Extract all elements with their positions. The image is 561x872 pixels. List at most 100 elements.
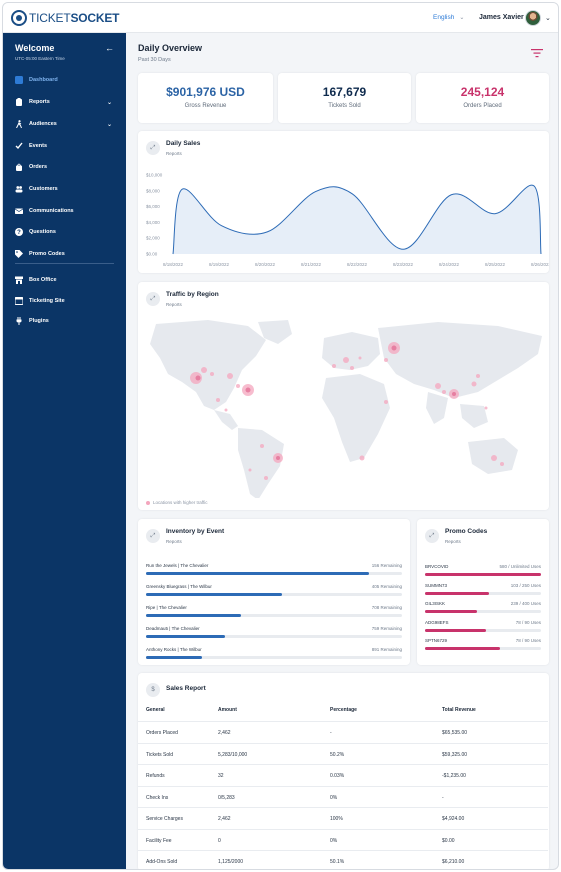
inventory-bar-fill (146, 572, 369, 575)
y-tick-label: $2,000 (146, 236, 160, 241)
inventory-bar-track (146, 572, 402, 575)
x-tick-label: 8/20/2022 (255, 262, 276, 267)
card-subtitle: Reports (166, 539, 182, 544)
sidebar-welcome: Welcome (15, 43, 55, 53)
expand-icon[interactable]: ⤢ (146, 141, 160, 155)
sidebar-item-questions[interactable]: ? Questions (3, 223, 126, 241)
chevron-down-icon[interactable]: ⌄ (106, 121, 112, 128)
promo-usage: 239 / 400 Uses (510, 601, 541, 606)
remaining-count: 759 Remaining (371, 626, 402, 631)
chevron-down-icon[interactable]: ⌄ (545, 15, 551, 22)
inventory-bar-track (146, 593, 402, 596)
sidebar-item-plugins[interactable]: Plugins (3, 312, 126, 330)
table-cell: 0% (330, 837, 338, 844)
event-name: Greensky Bluegrass | The Wilbur (146, 584, 212, 589)
promo-bar-fill (425, 591, 489, 595)
kpi-value: 245,124 (460, 85, 505, 99)
sidebar-item-ticketing-site[interactable]: Ticketing Site (3, 292, 126, 310)
inventory-bar-fill (146, 593, 282, 596)
sidebar: Welcome UTC-05:00 Eastern Time ← Dashboa… (3, 33, 126, 869)
promo-bar-fill (425, 573, 541, 576)
dashboard-icon (15, 76, 23, 84)
store-icon (15, 276, 23, 284)
user-name[interactable]: James Xavier (479, 14, 524, 21)
sidebar-item-label: Questions (29, 229, 56, 235)
inventory-card: ⤢ Inventory by Event Reports Run the Jew… (138, 519, 410, 665)
sidebar-item-events[interactable]: Events (3, 137, 126, 155)
sidebar-item-reports[interactable]: Reports ⌄ (3, 93, 126, 111)
inventory-bar-fill (146, 614, 241, 617)
promo-bar-track (425, 591, 541, 595)
sales-line (172, 184, 542, 255)
table-cell: - (330, 730, 332, 736)
chevron-down-icon[interactable]: ⌄ (106, 99, 112, 106)
kpi-value: 167,679 (322, 85, 367, 99)
sidebar-divider (15, 263, 114, 264)
sidebar-item-audiences[interactable]: Audiences ⌄ (3, 115, 126, 133)
event-name: Ripe | The Chevalier (146, 605, 187, 610)
table-row: Facility Fee 0 0% $0.00 (138, 828, 548, 851)
promo-usage: 580 / Unlimited Uses (499, 564, 541, 569)
language-label: English (433, 14, 455, 21)
table-cell: Orders Placed (146, 730, 178, 736)
sidebar-item-box-office[interactable]: Box Office (3, 271, 126, 289)
avatar[interactable] (525, 10, 541, 26)
expand-icon[interactable]: ⤢ (146, 292, 160, 306)
table-cell: 2,462 (218, 816, 231, 822)
sidebar-item-promo-codes[interactable]: Promo Codes (3, 245, 126, 263)
inventory-bar-fill (146, 635, 226, 638)
calendar-icon (15, 142, 23, 150)
table-cell: Facility Fee (146, 837, 172, 844)
inventory-bar-fill (146, 656, 203, 659)
sidebar-item-label: Box Office (29, 277, 57, 283)
expand-icon[interactable]: ⤢ (146, 529, 160, 543)
table-cell: -$1,235.00 (442, 773, 466, 779)
expand-icon[interactable]: ⤢ (425, 529, 439, 543)
language-selector[interactable]: English ⌄ (433, 14, 464, 21)
table-cell: $4,924.00 (442, 816, 465, 822)
kpi-card-orders-placed: 245,124 Orders Placed (416, 73, 549, 123)
sidebar-item-orders[interactable]: Orders (3, 158, 126, 176)
sidebar-timezone: UTC-05:00 Eastern Time (15, 56, 65, 61)
sidebar-item-label: Communications (29, 208, 74, 214)
table-cell: Add-Ons Sold (146, 859, 178, 865)
remaining-count: 708 Remaining (371, 605, 402, 610)
table-cell: Check Ins (146, 794, 169, 801)
ticketsocket-logo[interactable]: TICKETSOCKET (11, 10, 119, 26)
sidebar-item-dashboard[interactable]: Dashboard (3, 71, 126, 89)
sidebar-item-customers[interactable]: Customers (3, 180, 126, 198)
x-tick-label: 8/21/2022 (301, 262, 322, 267)
collapse-sidebar-arrow-icon[interactable]: ← (105, 43, 114, 53)
promo-code: GIL3ISKK (425, 601, 446, 606)
table-cell: 50.1% (330, 859, 345, 865)
promo-code: SPTN6729 (425, 638, 448, 643)
table-cell: 32 (218, 773, 224, 779)
card-title: Sales Report (166, 685, 206, 692)
sidebar-item-label: Ticketing Site (29, 298, 65, 304)
sidebar-item-label: Orders (29, 164, 48, 170)
world-map (150, 320, 542, 498)
column-header: Percentage (330, 707, 357, 713)
table-row: Service Charges 2,462 100% $4,924.00 (138, 807, 548, 829)
promo-bar-track (425, 610, 541, 613)
filter-icon[interactable] (531, 48, 543, 58)
main-content: Daily Overview Past 30 Days $901,976 USD… (126, 33, 558, 869)
sidebar-item-label: Events (29, 143, 48, 149)
promo-codes-card: ⤢ Promo Codes Reports BRVCOVID 580 / Unli… (417, 519, 549, 665)
inventory-bar-track (146, 614, 402, 617)
coin-icon: $ (146, 683, 160, 697)
mail-icon (15, 207, 23, 215)
x-tick-label: 8/18/2022 (163, 262, 184, 267)
sidebar-item-communications[interactable]: Communications (3, 202, 126, 220)
sales-area-fill (173, 185, 541, 254)
y-tick-label: $6,000 (146, 204, 160, 209)
sidebar-item-label: Plugins (29, 318, 49, 324)
y-tick-label: $10,000 (146, 173, 163, 178)
promo-bar-track (425, 628, 541, 632)
promo-usage: 103 / 250 Uses (510, 582, 541, 588)
remaining-count: 405 Remaining (371, 584, 402, 589)
kpi-label: Gross Revenue (184, 103, 227, 109)
promo-bar-track (425, 647, 541, 650)
sidebar-item-label: Promo Codes (29, 251, 65, 257)
